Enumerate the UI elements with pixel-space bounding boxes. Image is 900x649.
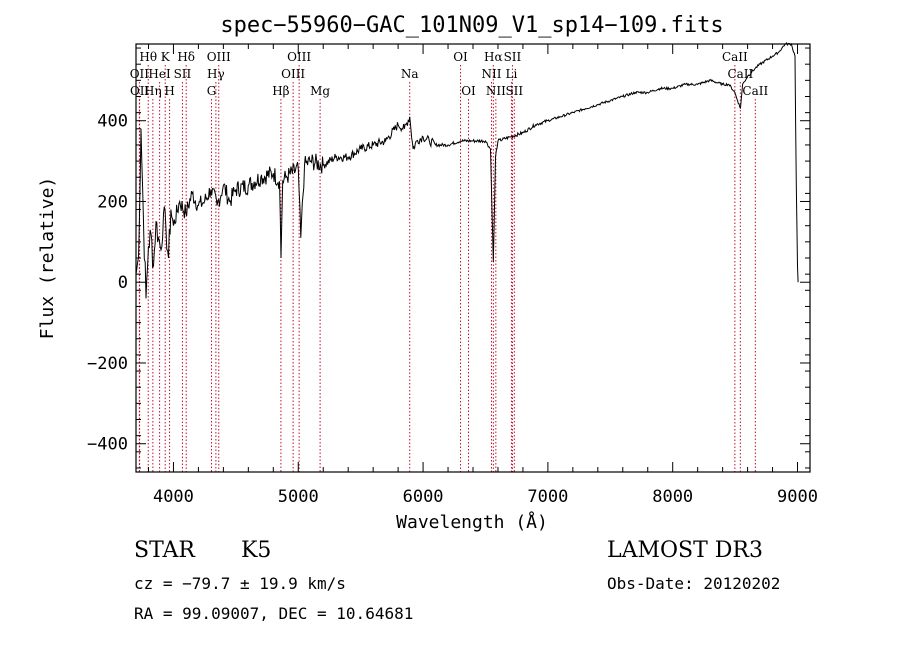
line-label-8: CaII (722, 50, 748, 64)
line-label-27: CaII (742, 84, 768, 98)
line-label-12: Hγ (207, 67, 225, 81)
y-axis-label: Flux (relative) (37, 177, 58, 340)
line-label-15: NII (481, 67, 501, 81)
spectral-line-markers (138, 65, 756, 472)
spectrum-series (135, 42, 799, 299)
line-label-18: OII (130, 84, 150, 98)
line-label-6: Hα (484, 50, 503, 64)
object-type: STAR (134, 538, 195, 563)
line-label-24: OI (461, 84, 476, 98)
x-tick-label-0: 4000 (153, 487, 194, 507)
y-tick-label-4: 400 (97, 112, 128, 132)
line-label-10: HeI (148, 67, 171, 81)
y-tick-label-0: −400 (87, 435, 128, 455)
x-tick-label-4: 8000 (652, 487, 693, 507)
line-label-26: SII (505, 84, 523, 98)
x-axis-label: Wavelength (Å) (396, 511, 548, 533)
line-label-0: Hθ (139, 50, 157, 64)
line-label-2: Hδ (177, 50, 195, 64)
axis-ticks: 4000 5000 6000 7000 8000 9000 −400 −200 0 200 400 (87, 44, 818, 507)
line-label-11: SII (174, 67, 192, 81)
line-label-17: CaII (727, 67, 753, 81)
spectrum-line (135, 42, 799, 299)
line-label-21: G (207, 84, 217, 98)
line-label-1: K (161, 50, 171, 64)
line-label-19: Hη (144, 84, 162, 98)
y-tick-label-3: 200 (97, 192, 128, 212)
line-label-25: NII (486, 84, 506, 98)
line-label-23: Mg (310, 84, 330, 98)
y-tick-label-2: 0 (118, 273, 128, 293)
x-tick-label-5: 9000 (777, 487, 818, 507)
line-label-16: Li (506, 67, 518, 81)
survey-name: LAMOST DR3 (607, 538, 763, 563)
x-tick-label-3: 7000 (527, 487, 568, 507)
line-label-20: H (164, 84, 174, 98)
object-subclass: K5 (241, 538, 272, 563)
x-tick-label-1: 5000 (278, 487, 319, 507)
line-label-14: Na (401, 67, 419, 81)
coordinates: RA = 99.09007, DEC = 10.64681 (134, 604, 414, 623)
line-label-5: OI (453, 50, 468, 64)
line-label-9: OII (130, 67, 150, 81)
line-label-3: OIII (207, 50, 231, 64)
line-label-13: OIII (281, 67, 305, 81)
plot-frame (135, 43, 811, 473)
line-label-22: Hβ (272, 84, 289, 98)
chart-title: spec−55960−GAC_101N09_V1_sp14−109.fits (220, 13, 723, 38)
y-tick-label-1: −200 (87, 354, 128, 374)
x-tick-label-2: 6000 (403, 487, 444, 507)
line-label-4: OIII (287, 50, 311, 64)
line-label-7: SII (504, 50, 522, 64)
radial-velocity: cz = −79.7 ± 19.9 km/s (134, 574, 346, 593)
observation-date: Obs-Date: 20120202 (607, 574, 781, 593)
